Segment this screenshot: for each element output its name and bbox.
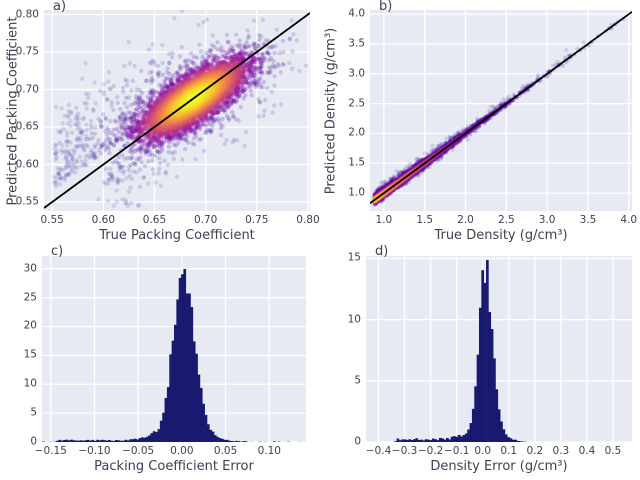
- panel-c-x-tick-label: −0.15: [34, 445, 67, 457]
- panel-b-y-tick-label: 3.0: [348, 67, 365, 80]
- panel-a-label: a): [53, 0, 67, 14]
- panel-d-x-tick-label: −0.1: [443, 445, 470, 457]
- panel-d-x-tick-label: −0.4: [365, 445, 392, 457]
- panel-a-x-tick-label: 0.60: [91, 214, 116, 226]
- panel-d-x-tick-label: 0.4: [578, 445, 596, 457]
- panel-b-x-tick-label: 3.5: [579, 214, 597, 226]
- panel-a-y-tick-label: 0.75: [15, 45, 39, 58]
- panel-c-x-tick-label: −0.05: [122, 445, 155, 457]
- panel-b-yaxis-title: Predicted Density (g/cm³): [323, 27, 339, 194]
- panel-b-x-tick-label: 1.0: [375, 214, 393, 226]
- panel-a-x-tick-label: 0.70: [193, 214, 218, 226]
- panel-b-y-tick-label: 1.0: [348, 186, 365, 199]
- panel-a-y-tick-label: 0.55: [15, 195, 39, 208]
- panel-c-x-tick-label: 0.10: [257, 445, 281, 457]
- panel-b-xaxis-title: True Density (g/cm³): [434, 228, 568, 243]
- panel-c-plot-area: [42, 256, 306, 442]
- panel-c-x-tick-label: −0.10: [78, 445, 111, 457]
- panel-b-label: b): [379, 0, 393, 14]
- panel-a-x-tick-label: 0.80: [296, 214, 320, 226]
- panel-b-y-tick-label: 2.5: [348, 97, 365, 110]
- panel-a-y-tick-label: 0.60: [15, 158, 39, 170]
- panel-d-x-tick-label: −0.2: [417, 445, 444, 457]
- panel-a-yaxis-title: Predicted Packing Coefficient: [5, 16, 21, 205]
- panel-a-y-tick-label: 0.65: [15, 120, 39, 133]
- panel-c-y-tick-label: 5: [30, 406, 37, 419]
- panel-b-y-tick-label: 4.0: [348, 7, 365, 20]
- panel-d-plot-area: [366, 256, 632, 442]
- panel-c-y-tick-label: 10: [23, 377, 37, 390]
- panel-c-label: c): [51, 244, 64, 259]
- panel-b-x-tick-label: 4.0: [620, 214, 638, 226]
- panel-c-y-tick-label: 15: [23, 348, 37, 361]
- panel-b-y-tick-label: 2.0: [348, 126, 365, 139]
- panel-b-x-tick-label: 2.5: [497, 214, 515, 226]
- panel-a-plot-area: [44, 10, 310, 211]
- panel-a-xaxis-title: True Packing Coefficient: [99, 228, 255, 243]
- panel-d-y-tick-label: 5: [354, 374, 361, 387]
- panel-b-plot-area: [370, 10, 632, 211]
- panel-c-xaxis-title: Packing Coefficient Error: [94, 459, 254, 474]
- panel-b-x-tick-label: 1.5: [416, 214, 434, 226]
- panel-c-y-tick-label: 20: [23, 319, 37, 332]
- panel-c-y-tick-label: 30: [23, 262, 37, 275]
- panel-c-y-tick-label: 0: [30, 435, 37, 448]
- panel-b-x-tick-label: 3.0: [538, 214, 556, 226]
- panel-b-y-tick-label: 1.5: [348, 156, 365, 169]
- panel-d-x-tick-label: 0.3: [552, 445, 570, 457]
- panel-d-y-tick-label: 10: [347, 313, 361, 326]
- panel-c-y-tick-label: 25: [23, 291, 37, 304]
- panel-d-x-tick-label: 0.1: [500, 445, 518, 457]
- panel-a-y-tick-label: 0.80: [15, 8, 39, 20]
- panel-a-x-tick-label: 0.65: [142, 214, 167, 226]
- panel-d-x-tick-label: 0.5: [604, 445, 622, 457]
- panel-c-x-tick-label: 0.00: [170, 445, 194, 457]
- panel-d-x-tick-label: 0.0: [474, 445, 492, 457]
- panel-d-xaxis-title: Density Error (g/cm³): [430, 459, 568, 474]
- panel-a-y-tick-label: 0.70: [15, 83, 39, 95]
- panel-b-y-tick-label: 3.5: [348, 37, 365, 50]
- panel-d-x-tick-label: 0.2: [526, 445, 544, 457]
- panel-d-y-tick-label: 0: [354, 435, 361, 448]
- panel-d-label: d): [375, 244, 389, 259]
- panel-a-x-tick-label: 0.55: [40, 214, 64, 226]
- panel-b-x-tick-label: 2.0: [457, 214, 474, 226]
- panel-d-y-tick-label: 15: [347, 251, 361, 264]
- panel-d-x-tick-label: −0.3: [391, 445, 418, 457]
- panel-c-x-tick-label: 0.05: [213, 445, 238, 457]
- panel-a-x-tick-label: 0.75: [245, 214, 269, 226]
